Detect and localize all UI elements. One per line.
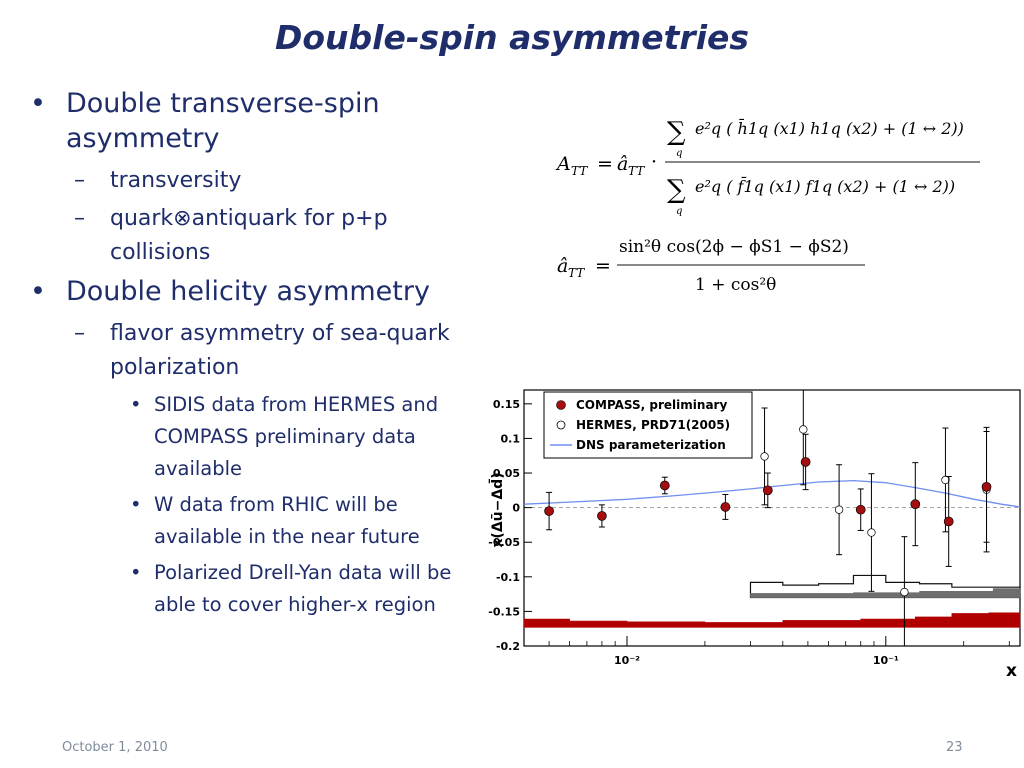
- slide-title: Double-spin asymmetries: [274, 18, 750, 57]
- sub-bullet-flavor: – flavor asymmetry of sea-quark polariza…: [74, 317, 480, 385]
- y-tick-label: -0.05: [488, 536, 520, 549]
- compass-data-point: [943, 516, 954, 527]
- y-tick-label: 0: [512, 502, 520, 515]
- legend-box: [543, 391, 753, 459]
- compass-data-point: [910, 499, 921, 510]
- x-axis-label: x: [1006, 661, 1017, 678]
- bullet-text: SIDIS data from HERMES and COMPASS preli…: [154, 393, 439, 480]
- bullet-text: Double helicity asymmetry: [66, 276, 430, 307]
- systematic-band-outline: [749, 574, 1021, 599]
- y-axis-label: x(Δū−Δd̄): [488, 472, 506, 547]
- sub-bullet-transversity: – transversity: [74, 164, 480, 198]
- hermes-data-point: [799, 425, 808, 434]
- x-tick-label: 10⁻²: [614, 654, 640, 667]
- page-number: 23: [946, 740, 963, 755]
- compass-data-point: [597, 511, 607, 521]
- bullet-marker: •: [30, 276, 46, 307]
- att-subscript: TT: [571, 164, 588, 178]
- hermes-data-point: [941, 475, 950, 485]
- dot-operator: ·: [651, 151, 657, 173]
- compass-data-point: [544, 506, 554, 516]
- hat-a-symbol: â: [617, 153, 628, 175]
- x-tick-label: 10⁻¹: [873, 654, 899, 667]
- bullet-text: W data from RHIC will be available in th…: [154, 493, 420, 548]
- hermes-data-point: [834, 505, 844, 514]
- legend: COMPASS, preliminary HERMES, PRD71(2005)…: [543, 391, 753, 459]
- hat-a-symbol-2: â: [557, 255, 568, 277]
- legend-compass-label: COMPASS, preliminary: [576, 398, 727, 412]
- dash-marker: –: [74, 206, 85, 231]
- compass-data-point: [981, 482, 992, 492]
- bullet-list: • Double transverse-spin asymmetry – tra…: [30, 86, 480, 625]
- bullet-text: Double transverse-spin asymmetry: [66, 88, 380, 154]
- compass-data-point: [762, 485, 773, 496]
- bullet-text: quark⊗antiquark for p+p collisions: [110, 206, 388, 265]
- y-tick-label: 0.15: [493, 398, 520, 411]
- sub-sub-bullet-w-data: • W data from RHIC will be available in …: [130, 489, 480, 553]
- hat-a-subscript: TT: [628, 164, 645, 178]
- bullet-all: • Double helicity asymmetry: [30, 274, 480, 309]
- hat-numerator: sin²θ cos(2ϕ − ϕS1 − ϕS2): [619, 237, 849, 257]
- sub-sub-bullet-drell-yan: • Polarized Drell-Yan data will be able …: [130, 557, 480, 621]
- hermes-data-point: [900, 587, 909, 597]
- y-tick-label: 0.05: [493, 467, 520, 480]
- att-formula: A TT = â TT · ∑ q e²q ( h̄1q (x1) h1q (x…: [555, 117, 980, 295]
- att-symbol: A: [555, 153, 571, 175]
- dns-curve: [523, 479, 1021, 508]
- bullet-text: transversity: [110, 168, 242, 193]
- sub-sub-bullet-sidis: • SIDIS data from HERMES and COMPASS pre…: [130, 389, 480, 485]
- equals-sign: =: [597, 153, 613, 175]
- systematic-band: [523, 612, 1021, 628]
- numerator-expr: e²q ( h̄1q (x1) h1q (x2) + (1 ↔ 2)): [695, 117, 964, 138]
- compass-data-point: [855, 504, 866, 515]
- dot-marker: •: [130, 393, 142, 416]
- denominator-expr: e²q ( f̄1q (x1) f1q (x2) + (1 ↔ 2)): [695, 175, 955, 196]
- sub-bullet-quark-antiquark: – quark⊗antiquark for p+p collisions: [74, 202, 480, 270]
- dash-marker: –: [74, 168, 85, 193]
- compass-data-point: [800, 457, 811, 467]
- bullet-text: flavor asymmetry of sea-quark polarizati…: [110, 321, 450, 380]
- footer-date: October 1, 2010: [62, 740, 168, 755]
- hat-a-subscript-2: TT: [568, 266, 585, 280]
- sum-symbol-den: ∑: [667, 175, 686, 205]
- dot-marker: •: [130, 561, 142, 584]
- sum-index-den: q: [676, 206, 682, 217]
- dash-marker: –: [74, 321, 85, 346]
- y-tick-label: -0.15: [488, 605, 520, 618]
- equals-sign-2: =: [595, 255, 611, 277]
- hermes-data-point: [867, 528, 876, 537]
- compass-data-point: [720, 502, 731, 512]
- compass-data-point: [659, 480, 670, 491]
- legend-hermes-label: HERMES, PRD71(2005): [576, 418, 730, 432]
- sum-symbol-num: ∑: [667, 117, 686, 147]
- legend-dns-label: DNS parameterization: [576, 438, 726, 452]
- y-tick-label: 0.1: [501, 432, 521, 445]
- sum-index-num: q: [676, 148, 682, 159]
- bullet-marker: •: [30, 88, 46, 119]
- y-tick-label: -0.1: [496, 571, 520, 584]
- y-tick-label: -0.2: [496, 640, 520, 653]
- systematic-band: [750, 588, 1021, 598]
- legend-compass-marker: [556, 400, 566, 410]
- hat-denominator: 1 + cos²θ: [695, 275, 776, 295]
- bullet-text: Polarized Drell-Yan data will be able to…: [154, 561, 452, 616]
- legend-hermes-marker: [556, 420, 566, 430]
- asymmetry-plot: x(Δū−Δd̄) x 0.15 0.1 0.05 0 -0.05 -0.1 -0.15 -…: [488, 389, 1021, 678]
- dot-marker: •: [130, 493, 142, 516]
- bullet-att: • Double transverse-spin asymmetry: [30, 86, 480, 156]
- hermes-data-point: [760, 452, 769, 461]
